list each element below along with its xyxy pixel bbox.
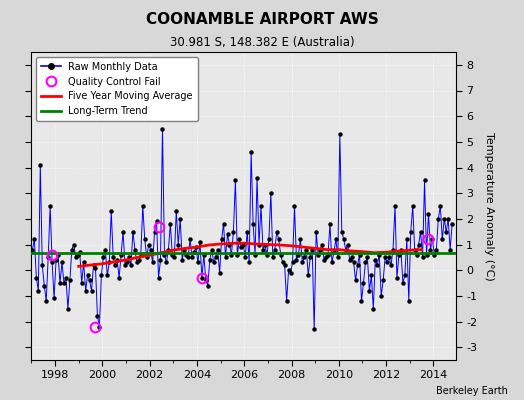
Text: 30.981 S, 148.382 E (Australia): 30.981 S, 148.382 E (Australia) <box>170 36 354 49</box>
Text: COONAMBLE AIRPORT AWS: COONAMBLE AIRPORT AWS <box>146 12 378 27</box>
Y-axis label: Temperature Anomaly (°C): Temperature Anomaly (°C) <box>484 132 494 280</box>
Legend: Raw Monthly Data, Quality Control Fail, Five Year Moving Average, Long-Term Tren: Raw Monthly Data, Quality Control Fail, … <box>36 57 198 121</box>
Text: Berkeley Earth: Berkeley Earth <box>436 386 508 396</box>
